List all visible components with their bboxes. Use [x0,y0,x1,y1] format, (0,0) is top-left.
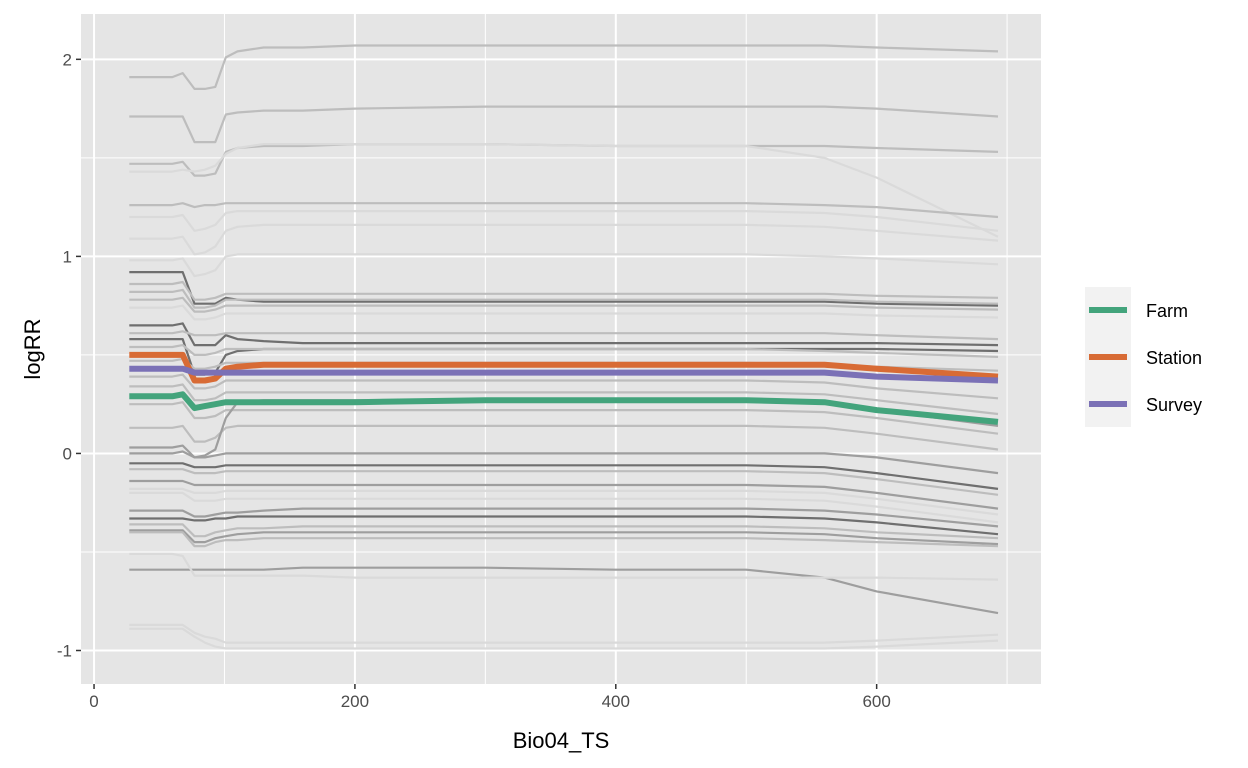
x-tick-label: 0 [89,692,98,711]
y-tick-label: 1 [63,247,72,266]
background-line [129,424,999,451]
background-line [129,552,999,581]
y-axis: -1 0 1 2 [57,50,81,661]
background-line [129,462,999,490]
background-line [129,479,999,510]
y-tick-label: 0 [63,444,72,463]
background-line [129,531,999,548]
background-line [129,280,999,301]
background-line [129,507,999,528]
background-line [129,468,999,496]
background-line [129,523,999,540]
background-line [129,44,999,91]
background-line [129,623,999,644]
background-line [129,383,999,416]
legend-label-survey: Survey [1146,395,1202,415]
background-line [129,322,999,347]
series-line-farm [129,391,999,425]
background-line [129,373,999,400]
background-line [129,515,999,536]
legend: Farm Station Survey [1085,287,1202,427]
x-axis-title: Bio04_TS [513,728,610,753]
background-line [129,304,999,321]
legend-label-station: Station [1146,348,1202,368]
background-line [129,529,999,546]
x-tick-label: 200 [341,692,369,711]
background-line [129,491,999,524]
background-line [129,253,999,278]
background-line [129,450,999,475]
background-line [129,344,999,358]
y-tick-label: 2 [63,50,72,69]
background-line [129,223,999,256]
x-tick-label: 600 [862,692,890,711]
series-line-survey [129,365,999,384]
background-line [129,210,999,232]
legend-label-farm: Farm [1146,301,1188,321]
background-line [129,288,999,309]
x-tick-label: 400 [602,692,630,711]
background-line [129,401,999,435]
background-line [129,202,999,219]
background-line [129,105,999,144]
series-lines [129,351,999,425]
background-line [129,296,999,313]
background-line [129,330,999,341]
y-axis-title: logRR [20,318,45,379]
y-tick-label: -1 [57,642,72,661]
background-line [129,143,999,238]
background-line [129,487,999,516]
x-axis: 0 200 400 600 [89,684,891,711]
background-line [129,627,999,650]
